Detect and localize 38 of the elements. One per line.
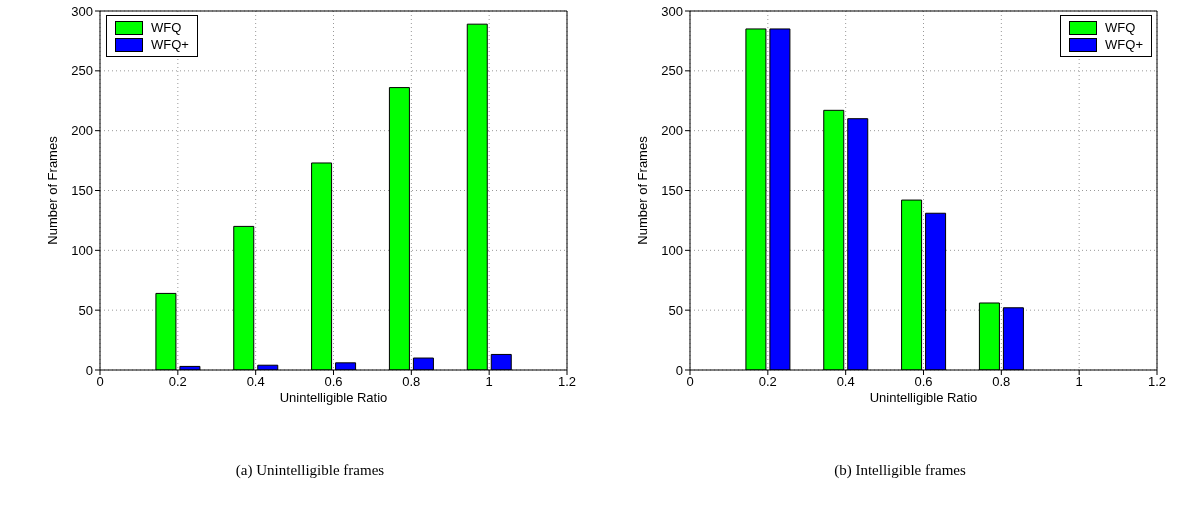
x-tick-label: 1.2 (1147, 374, 1167, 390)
y-tick-label: 200 (71, 123, 93, 139)
x-axis-title: Unintelligible Ratio (869, 390, 978, 405)
x-tick-label: 0.4 (836, 374, 855, 390)
legend-label: WFQ+ (1105, 36, 1143, 53)
text: (a) Unintelligible frames (234, 462, 386, 479)
x-tick-label: 0 (96, 374, 104, 390)
x-tick-label: 0.6 (324, 374, 343, 390)
y-tick-label: 0 (675, 362, 683, 378)
y-tick-label: 300 (71, 3, 93, 19)
x-tick-label: 0.2 (758, 374, 777, 390)
legend-label: WFQ (1105, 19, 1136, 36)
y-tick-label: 150 (661, 183, 683, 199)
x-tick-label: 0.6 (914, 374, 933, 390)
y-tick-label: 200 (661, 123, 683, 139)
y-tick-label: 50 (78, 302, 93, 318)
y-tick-label: 300 (661, 3, 683, 19)
x-tick-label: 0 (686, 374, 694, 390)
x-tick-label: 0.4 (246, 374, 265, 390)
y-axis-title: Number of Frames (44, 135, 60, 245)
y-tick-label: 0 (85, 362, 93, 378)
y-tick-label: 250 (71, 63, 93, 79)
text: (b) Intelligible frames (833, 462, 967, 479)
x-axis-title: Unintelligible Ratio (279, 390, 388, 405)
y-axis-title: Number of Frames (634, 135, 650, 245)
y-tick-label: 250 (661, 63, 683, 79)
y-tick-label: 150 (71, 183, 93, 199)
x-tick-label: 1.2 (557, 374, 577, 390)
y-tick-label: 50 (668, 302, 683, 318)
x-tick-label: 0.2 (168, 374, 187, 390)
y-tick-label: 100 (661, 242, 683, 258)
x-tick-label: 0.8 (992, 374, 1011, 390)
x-tick-label: 0.8 (402, 374, 421, 390)
y-tick-label: 100 (71, 242, 93, 258)
legend-label: WFQ+ (151, 36, 189, 53)
legend-label: WFQ (151, 19, 182, 36)
x-tick-label: 1 (485, 374, 493, 390)
x-tick-label: 1 (1075, 374, 1083, 390)
